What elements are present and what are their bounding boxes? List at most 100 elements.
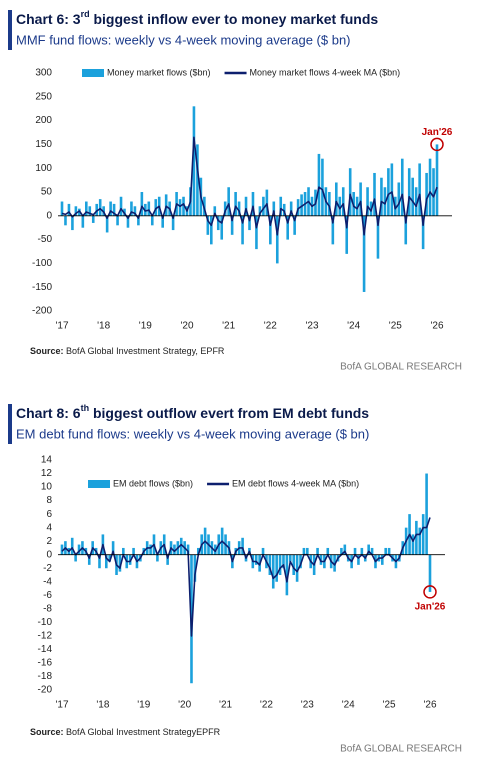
y-tick-label: -2 bbox=[43, 563, 52, 574]
bar bbox=[91, 215, 95, 223]
bar bbox=[98, 554, 101, 569]
bar bbox=[272, 201, 276, 216]
chart-title: Chart 8: 6th biggest outflow evert from … bbox=[16, 403, 369, 420]
bar bbox=[299, 554, 302, 569]
y-tick-label: -8 bbox=[43, 603, 52, 614]
x-tick-label: '17 bbox=[55, 321, 68, 332]
bar bbox=[380, 177, 383, 216]
bar bbox=[216, 215, 220, 231]
y-tick-label: 14 bbox=[41, 455, 53, 466]
y-tick-label: -14 bbox=[38, 644, 53, 655]
bar bbox=[119, 196, 123, 216]
y-tick-label: 4 bbox=[46, 522, 52, 533]
y-tick-label: -50 bbox=[38, 234, 53, 245]
bar bbox=[282, 554, 285, 569]
bar bbox=[321, 158, 324, 216]
y-tick-label: -150 bbox=[32, 282, 52, 293]
bar bbox=[109, 201, 112, 216]
bar bbox=[359, 182, 362, 216]
bar bbox=[292, 554, 296, 575]
y-tick-label: -10 bbox=[38, 617, 53, 628]
bar bbox=[166, 554, 169, 565]
ma-line bbox=[61, 517, 431, 637]
title-part: biggest outflow evert from EM debt funds bbox=[89, 405, 369, 421]
bar bbox=[357, 554, 360, 565]
bar bbox=[251, 192, 255, 216]
title-part: Chart 6: 3 bbox=[16, 11, 81, 27]
bar bbox=[348, 168, 352, 216]
bar bbox=[353, 547, 357, 555]
bar bbox=[275, 215, 279, 264]
bar bbox=[418, 527, 422, 555]
bar bbox=[335, 182, 338, 216]
bar bbox=[234, 192, 237, 216]
bar bbox=[421, 514, 425, 555]
bar bbox=[81, 215, 85, 228]
bar bbox=[237, 201, 241, 216]
bar bbox=[60, 201, 64, 216]
y-tick-label: -16 bbox=[38, 658, 53, 669]
bar bbox=[130, 201, 133, 216]
bar bbox=[295, 554, 299, 582]
source-text: BofA Global Investment Strategy, EPFR bbox=[66, 346, 225, 356]
bar bbox=[67, 203, 71, 216]
bar bbox=[411, 177, 414, 216]
bar bbox=[105, 215, 109, 233]
bar bbox=[279, 196, 283, 216]
bar bbox=[98, 199, 102, 216]
title-accent bbox=[8, 404, 12, 444]
bar bbox=[108, 554, 112, 562]
source-text: BofA Global Investment StrategyEPFR bbox=[66, 727, 221, 737]
bar bbox=[227, 187, 230, 216]
bar bbox=[296, 199, 300, 216]
bar bbox=[373, 172, 376, 216]
bar bbox=[415, 520, 418, 555]
bar bbox=[255, 215, 258, 250]
bar bbox=[380, 554, 384, 565]
bar bbox=[340, 547, 343, 555]
bar bbox=[425, 172, 428, 216]
bar bbox=[74, 554, 77, 562]
bar bbox=[404, 215, 408, 245]
source: Source: BofA Global Investment StrategyE… bbox=[30, 727, 221, 737]
bar bbox=[64, 215, 67, 226]
bar bbox=[317, 153, 321, 216]
bar bbox=[254, 554, 258, 565]
legend-label: Money market flows 4-week MA ($bn) bbox=[250, 67, 401, 77]
bar bbox=[341, 187, 345, 216]
x-tick-label: '26 bbox=[430, 321, 443, 332]
bar bbox=[411, 534, 415, 555]
annotation-text: Jan'26 bbox=[422, 127, 453, 138]
source-label: Source: bbox=[30, 727, 64, 737]
x-tick-label: '19 bbox=[139, 321, 152, 332]
bar bbox=[179, 537, 183, 555]
y-tick-label: -20 bbox=[38, 685, 53, 696]
bar bbox=[355, 196, 359, 216]
bar bbox=[286, 215, 289, 240]
x-tick-label: '20 bbox=[180, 321, 193, 332]
bar bbox=[104, 554, 108, 569]
x-tick-label: '22 bbox=[260, 700, 273, 711]
bar bbox=[407, 168, 411, 216]
bar bbox=[387, 168, 390, 216]
bar bbox=[178, 199, 182, 216]
bar bbox=[95, 203, 99, 216]
legend-label: EM debt flows ($bn) bbox=[113, 478, 193, 488]
bar bbox=[196, 144, 199, 216]
bar bbox=[316, 547, 319, 555]
bar bbox=[77, 544, 81, 555]
bar bbox=[147, 201, 151, 216]
bar bbox=[425, 473, 428, 555]
bar bbox=[156, 554, 159, 562]
bar bbox=[88, 206, 92, 216]
chart-title: Chart 6: 3rd biggest inflow ever to mone… bbox=[16, 9, 378, 26]
bar bbox=[268, 554, 272, 575]
bar bbox=[154, 199, 158, 216]
bar bbox=[275, 554, 278, 582]
bar bbox=[213, 206, 217, 216]
x-tick-label: '18 bbox=[97, 321, 110, 332]
y-tick-label: -200 bbox=[32, 306, 52, 317]
bar bbox=[261, 547, 265, 555]
bar bbox=[432, 168, 435, 216]
